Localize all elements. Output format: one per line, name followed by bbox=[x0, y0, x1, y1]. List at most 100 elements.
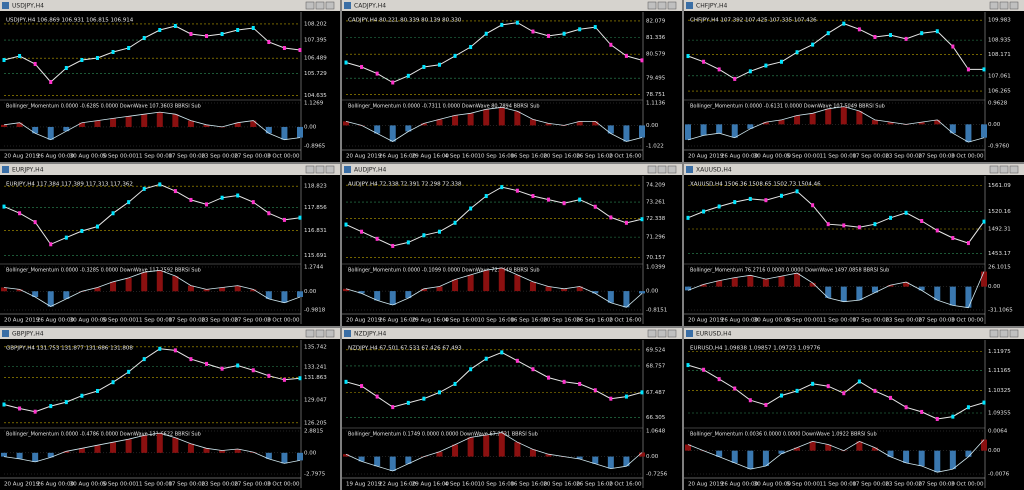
candle bbox=[469, 367, 473, 372]
title-bar[interactable] bbox=[0, 164, 340, 175]
window-button[interactable] bbox=[657, 329, 667, 338]
candle bbox=[49, 242, 53, 247]
momentum-bar bbox=[420, 288, 427, 292]
price-line bbox=[345, 22, 643, 84]
candle bbox=[920, 31, 924, 36]
date-label: 30 Aug 00:00 bbox=[754, 318, 792, 324]
chart-window[interactable]: CADJPY,H4 82.079 81.336 80.579 79.495 78.751 C… bbox=[342, 0, 682, 162]
chart-window[interactable]: GBPJPY,H4 135.742 133.241 131.863 129.047 126… bbox=[0, 328, 340, 490]
window-button[interactable] bbox=[325, 1, 335, 10]
momentum-line bbox=[3, 111, 301, 141]
candle bbox=[406, 400, 410, 405]
title-bar[interactable] bbox=[0, 328, 340, 339]
momentum-bar bbox=[871, 119, 878, 125]
window-button[interactable] bbox=[305, 1, 315, 10]
window-button[interactable] bbox=[657, 1, 667, 10]
momentum-bar bbox=[47, 452, 54, 458]
candle bbox=[64, 66, 68, 70]
candle bbox=[717, 67, 721, 72]
candle bbox=[951, 236, 955, 241]
window-button[interactable] bbox=[999, 329, 1009, 338]
candle bbox=[205, 34, 209, 38]
window-button[interactable] bbox=[1009, 165, 1019, 174]
window-button[interactable] bbox=[315, 165, 325, 174]
candle bbox=[142, 36, 146, 40]
window-button[interactable] bbox=[315, 329, 325, 338]
chart-window[interactable]: EURUSD,H4 1.11975 1.11165 1.10325 1.09355 EUR… bbox=[684, 328, 1024, 490]
window-button[interactable] bbox=[999, 1, 1009, 10]
candle bbox=[298, 376, 302, 381]
window-button[interactable] bbox=[305, 329, 315, 338]
chart-window[interactable]: AUDJPY,H4 74.209 73.261 72.338 71.296 70.157 A… bbox=[342, 164, 682, 326]
date-label: 20 Sep 16:00 bbox=[543, 154, 580, 160]
chart: CHFJPY,H4 109.983 108.935 108.171 107.061 106… bbox=[684, 0, 1024, 160]
window-button[interactable] bbox=[1009, 329, 1019, 338]
window-button[interactable] bbox=[325, 165, 335, 174]
title-bar[interactable] bbox=[342, 328, 682, 339]
window-button[interactable] bbox=[657, 165, 667, 174]
price-label: 108.935 bbox=[988, 38, 1011, 44]
price-label: 1.11975 bbox=[988, 349, 1011, 355]
chart-header: XAUUSD,H4 1506.36 1508.65 1502.73 1504.4… bbox=[690, 182, 821, 188]
momentum-bar bbox=[374, 291, 381, 301]
window-button[interactable] bbox=[667, 165, 677, 174]
candle bbox=[33, 409, 37, 414]
momentum-bar bbox=[250, 120, 257, 127]
momentum-bar bbox=[78, 448, 85, 453]
window-button[interactable] bbox=[989, 165, 999, 174]
candle bbox=[205, 361, 209, 366]
window-button[interactable] bbox=[989, 329, 999, 338]
candle bbox=[500, 185, 504, 190]
chart-window[interactable]: NZDJPY,H4 69.524 68.757 67.487 66.305 NZDJPY,… bbox=[342, 328, 682, 490]
candle bbox=[873, 34, 877, 39]
window-button[interactable] bbox=[647, 329, 657, 338]
chart-window[interactable]: USDJPY,H4 108.202 107.395 106.489 105.729 104… bbox=[0, 0, 340, 162]
date-label: 23 Sep 00:00 bbox=[885, 154, 922, 160]
price-line bbox=[345, 186, 643, 247]
price-label: 135.742 bbox=[304, 344, 327, 350]
candle bbox=[547, 33, 551, 38]
title-bar[interactable] bbox=[684, 164, 1024, 175]
date-label: 11 Sep 00:00 bbox=[820, 318, 857, 324]
candle bbox=[422, 233, 426, 238]
chart-window[interactable]: XAUUSD,H4 1561.09 1520.16 1492.31 1453.17 XAU… bbox=[684, 164, 1024, 326]
candle bbox=[515, 188, 519, 193]
chart-window[interactable]: CHFJPY,H4 109.983 108.935 108.171 107.061 106… bbox=[684, 0, 1024, 162]
price-label: 80.579 bbox=[646, 52, 666, 58]
momentum-bar bbox=[576, 286, 583, 292]
date-label: 5 Sep 00:00 bbox=[103, 482, 137, 488]
momentum-bar bbox=[156, 433, 163, 453]
price-label: 68.757 bbox=[646, 363, 666, 369]
momentum-bar bbox=[63, 126, 70, 132]
window-button[interactable] bbox=[325, 329, 335, 338]
candle bbox=[375, 236, 379, 241]
momentum-bar bbox=[281, 126, 288, 140]
window-button[interactable] bbox=[1009, 1, 1019, 10]
window-button[interactable] bbox=[667, 1, 677, 10]
window-button[interactable] bbox=[647, 165, 657, 174]
window-button[interactable] bbox=[989, 1, 999, 10]
title-bar[interactable] bbox=[684, 328, 1024, 339]
chart: AUDJPY,H4 74.209 73.261 72.338 71.296 70.157 A… bbox=[342, 164, 682, 324]
indicator-label: -0.7256 bbox=[646, 472, 668, 478]
momentum-bar bbox=[545, 123, 552, 126]
price-label: 118.823 bbox=[304, 184, 327, 190]
title-bar[interactable] bbox=[0, 0, 340, 11]
candle bbox=[220, 195, 224, 200]
window-button[interactable] bbox=[667, 329, 677, 338]
window-button[interactable] bbox=[647, 1, 657, 10]
momentum-bar bbox=[234, 285, 241, 292]
candle bbox=[795, 189, 799, 194]
title-bar[interactable] bbox=[342, 0, 682, 11]
chart-window[interactable]: EURJPY,H4 118.823 117.856 116.831 115.691 EUR… bbox=[0, 164, 340, 326]
momentum-bar bbox=[592, 291, 599, 294]
window-button[interactable] bbox=[999, 165, 1009, 174]
title-bar[interactable] bbox=[342, 164, 682, 175]
indicator-label: -0.0076 bbox=[988, 472, 1010, 478]
window-button[interactable] bbox=[315, 1, 325, 10]
momentum-bar bbox=[903, 450, 910, 463]
momentum-bar bbox=[32, 126, 39, 134]
window-button[interactable] bbox=[305, 165, 315, 174]
title-bar[interactable] bbox=[684, 0, 1024, 11]
momentum-bar bbox=[623, 291, 630, 308]
